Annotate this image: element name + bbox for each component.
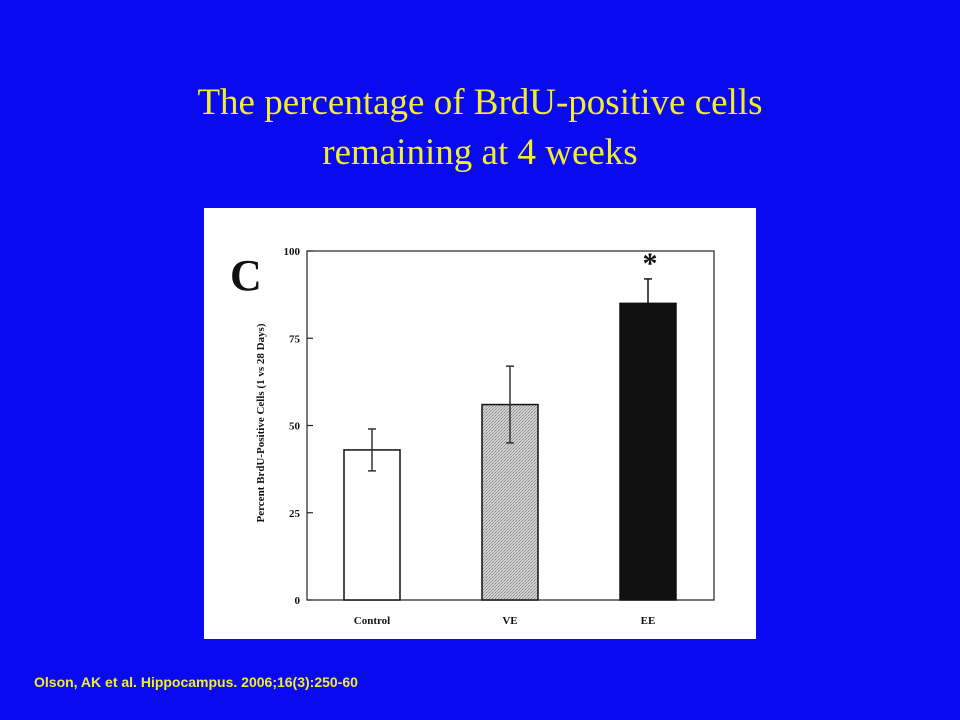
slide-title-line-2: remaining at 4 weeks (322, 132, 638, 173)
x-tick-label-control: Control (354, 615, 390, 627)
bar-ve (481, 403, 539, 601)
citation: Olson, AK et al. Hippocampus. 2006;16(3)… (34, 674, 358, 690)
y-tick-label-1: 25 (289, 508, 301, 520)
bar-ee (619, 302, 677, 601)
y-axis-title: Percent BrdU-Positive Cells (1 vs 28 Day… (255, 323, 267, 522)
significance-marker-ee: * (643, 247, 658, 280)
y-tick-label-0: 0 (295, 595, 301, 607)
figure-panel: C Percent BrdU-Positive Cells (1 vs 28 D… (204, 208, 756, 639)
panel-label: C (230, 251, 262, 300)
y-tick-label-4: 100 (284, 246, 301, 258)
y-tick-label-2: 50 (289, 421, 301, 433)
bar-control (343, 449, 401, 601)
y-tick-label-3: 75 (289, 333, 301, 345)
bar-chart: C Percent BrdU-Positive Cells (1 vs 28 D… (230, 246, 715, 627)
slide-title: The percentage of BrdU-positive cells re… (80, 78, 880, 178)
slide-title-line-1: The percentage of BrdU-positive cells (197, 82, 763, 123)
x-tick-label-ee: EE (641, 615, 656, 627)
x-tick-label-ve: VE (502, 615, 517, 627)
